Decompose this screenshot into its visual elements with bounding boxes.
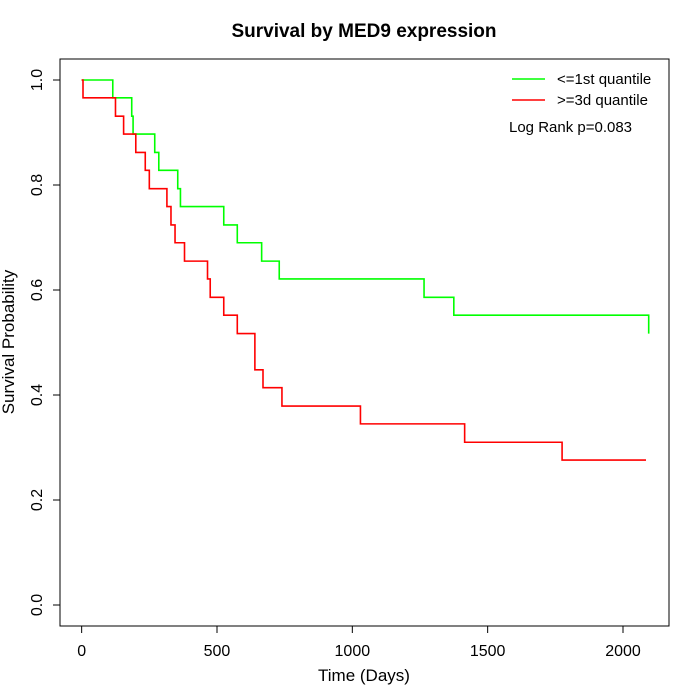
log-rank-annotation: Log Rank p=0.083 <box>509 119 632 136</box>
legend: <=1st quantile >=3d quantile <box>512 71 651 109</box>
plot-frame <box>59 58 670 627</box>
x-tick-label: 2000 <box>605 643 641 660</box>
y-tick-label: 0.0 <box>29 594 46 616</box>
chart-title: Survival by MED9 expression <box>231 21 496 42</box>
y-tick-label: 1.0 <box>29 69 46 91</box>
x-tick-label: 0 <box>77 643 86 660</box>
x-tick-label: 500 <box>204 643 231 660</box>
y-axis: 0.0 0.2 0.4 0.6 0.8 1.0 <box>29 69 61 616</box>
y-tick-label: 0.8 <box>29 174 46 196</box>
x-tick-label: 1500 <box>470 643 506 660</box>
legend-label-0: <=1st quantile <box>557 71 651 88</box>
y-tick-label: 0.4 <box>29 384 46 406</box>
series-line-1 <box>81 79 646 461</box>
x-axis-label: Time (Days) <box>318 666 410 685</box>
y-tick-label: 0.6 <box>29 279 46 301</box>
series-layer <box>81 79 650 461</box>
legend-label-1: >=3d quantile <box>557 92 648 109</box>
y-tick-label: 0.2 <box>29 489 46 511</box>
x-tick-label: 1000 <box>335 643 371 660</box>
series-line-0 <box>81 79 650 334</box>
y-axis-label: Survival Probability <box>0 269 18 414</box>
x-axis: 0 500 1000 1500 2000 <box>77 625 641 660</box>
